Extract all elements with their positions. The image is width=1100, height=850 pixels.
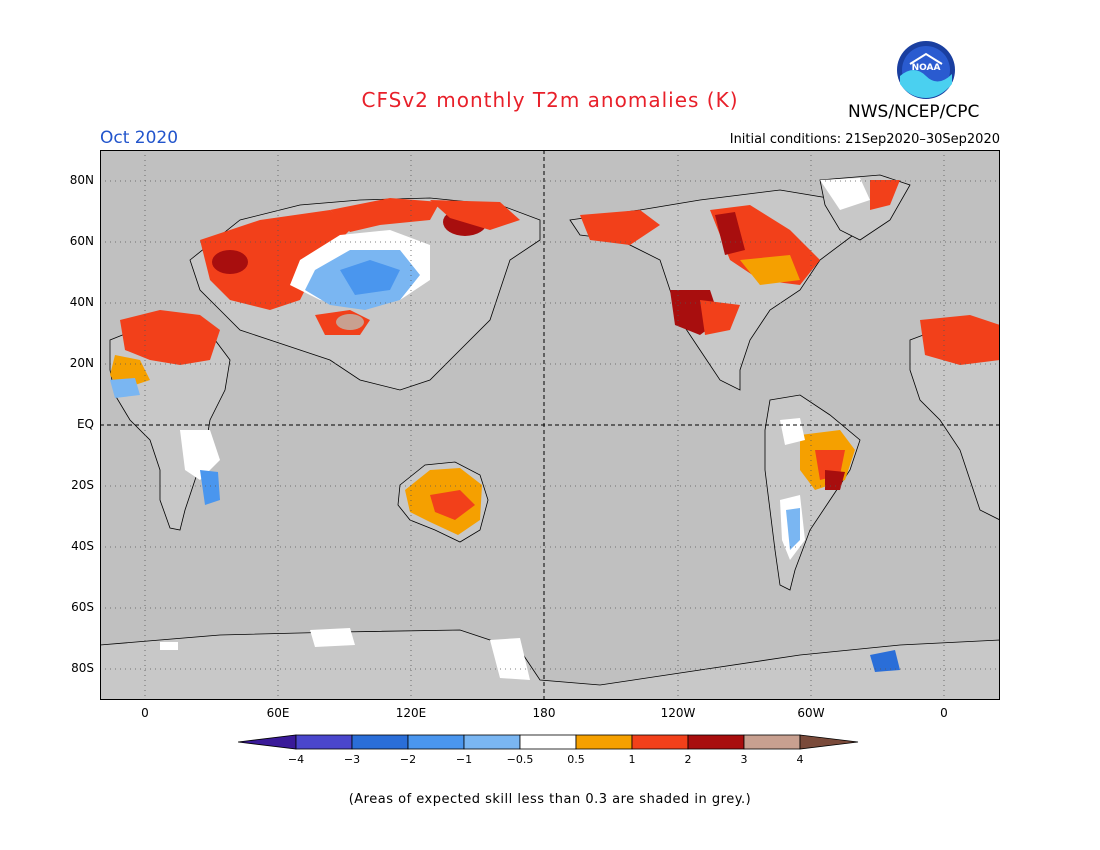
lat-label: 80S [71, 661, 94, 675]
colorbar-box [743, 734, 801, 750]
logo-text: NOAA [912, 63, 941, 73]
initial-conditions: Initial conditions: 21Sep2020–30Sep2020 [729, 132, 1000, 147]
lon-label: 0 [940, 706, 948, 720]
lat-label: 80N [69, 173, 94, 187]
colorbar-box [351, 734, 409, 750]
lat-label: 40S [71, 539, 94, 553]
lat-label: 20S [71, 478, 94, 492]
lat-label: 60N [69, 234, 94, 248]
colorbar-box [463, 734, 521, 750]
colorbar-boxes [238, 734, 859, 750]
colorbar-tick-label: 4 [797, 753, 804, 766]
colorbar-tick-label: 0.5 [567, 753, 585, 766]
colorbar-tick-label: −3 [344, 753, 360, 766]
colorbar-ticks: −4 −3 −2 −1 −0.5 0.5 1 2 3 4 [288, 753, 804, 766]
anomaly-patches [110, 178, 1000, 680]
colorbar-tick-label: −0.5 [507, 753, 534, 766]
colorbar-tick-label: 2 [685, 753, 692, 766]
colorbar-tick-label: 1 [629, 753, 636, 766]
colorbar-box [687, 734, 745, 750]
lon-label: 180 [532, 706, 556, 720]
lon-label: 120E [395, 706, 427, 720]
lat-label: 20N [69, 356, 94, 370]
noaa-logo: NOAA [896, 40, 956, 100]
lat-label: 60S [71, 600, 94, 614]
anomaly-map [100, 150, 1000, 700]
colorbar-tick-label: −4 [288, 753, 304, 766]
colorbar-box [575, 734, 633, 750]
colorbar-arrow-high [799, 734, 859, 750]
colorbar-box [519, 734, 577, 750]
colorbar-box [295, 734, 353, 750]
colorbar-box [631, 734, 689, 750]
agency-label: NWS/NCEP/CPC [848, 102, 980, 122]
forecast-month: Oct 2020 [100, 128, 179, 148]
lon-label: 60W [797, 706, 825, 720]
lon-label: 60E [266, 706, 290, 720]
lat-label: EQ [76, 417, 94, 431]
land-antarctica [100, 629, 1000, 700]
skill-footnote: (Areas of expected skill less than 0.3 a… [348, 792, 752, 807]
colorbar-tick-label: −1 [456, 753, 472, 766]
colorbar-tick-label: 3 [741, 753, 748, 766]
lon-label: 120W [660, 706, 696, 720]
colorbar: −4 −3 −2 −1 −0.5 0.5 1 2 3 4 [238, 734, 859, 766]
lat-label: 40N [69, 295, 94, 309]
lon-label: 0 [141, 706, 149, 720]
map-title: CFSv2 monthly T2m anomalies (K) [361, 88, 739, 112]
colorbar-tick-label: −2 [400, 753, 416, 766]
colorbar-box [407, 734, 465, 750]
colorbar-arrow-low [238, 734, 297, 750]
